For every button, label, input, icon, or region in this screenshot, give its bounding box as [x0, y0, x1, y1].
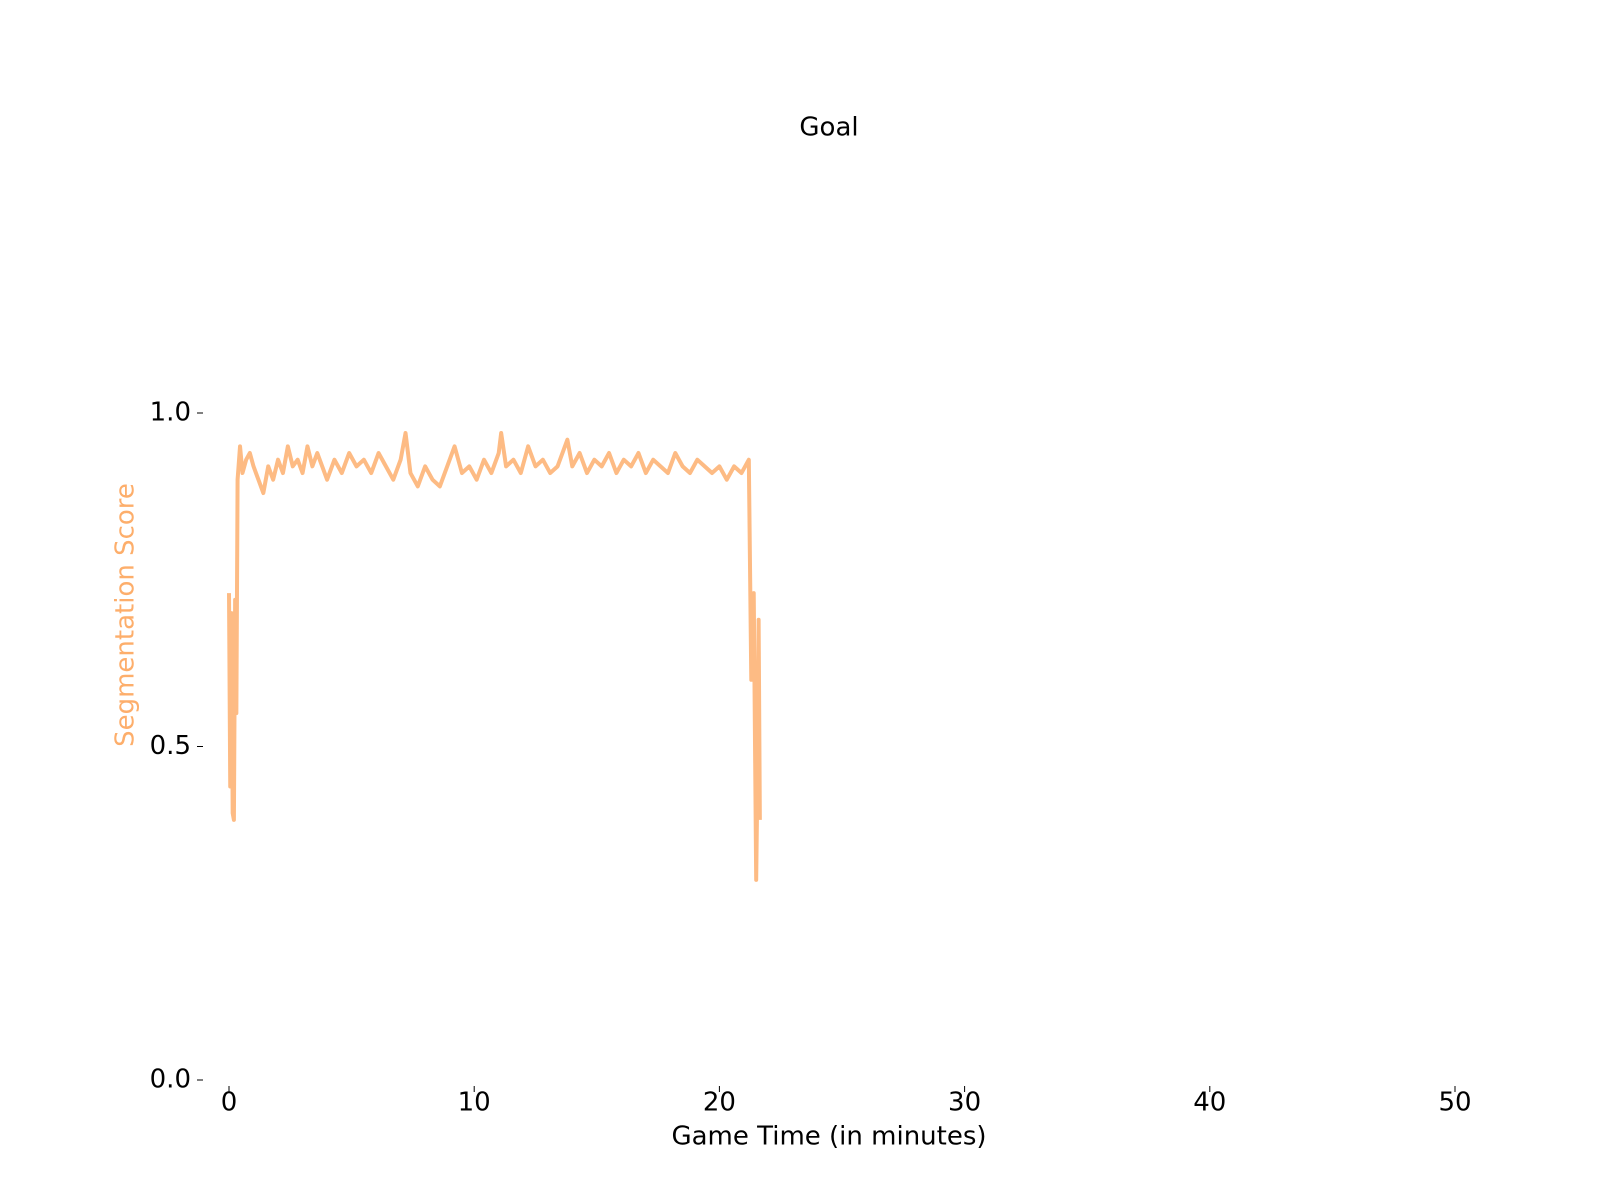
x-tick-label: 50 [1438, 1088, 1471, 1118]
x-tick-label: 0 [221, 1088, 238, 1118]
x-tick-label: 10 [458, 1088, 491, 1118]
line-series [227, 431, 762, 882]
x-tick-label: 40 [1193, 1088, 1226, 1118]
y-tick-label: 0.5 [150, 731, 191, 761]
x-tick-label: 20 [703, 1088, 736, 1118]
y-tick-label: 1.0 [150, 398, 191, 428]
y-tick-label: 0.0 [150, 1065, 191, 1095]
x-axis-label: Game Time (in minutes) [671, 1122, 986, 1152]
x-tick-label: 30 [948, 1088, 981, 1118]
chart-title: Goal [799, 113, 858, 143]
y-axis-label: Segmentation Score [111, 483, 141, 747]
